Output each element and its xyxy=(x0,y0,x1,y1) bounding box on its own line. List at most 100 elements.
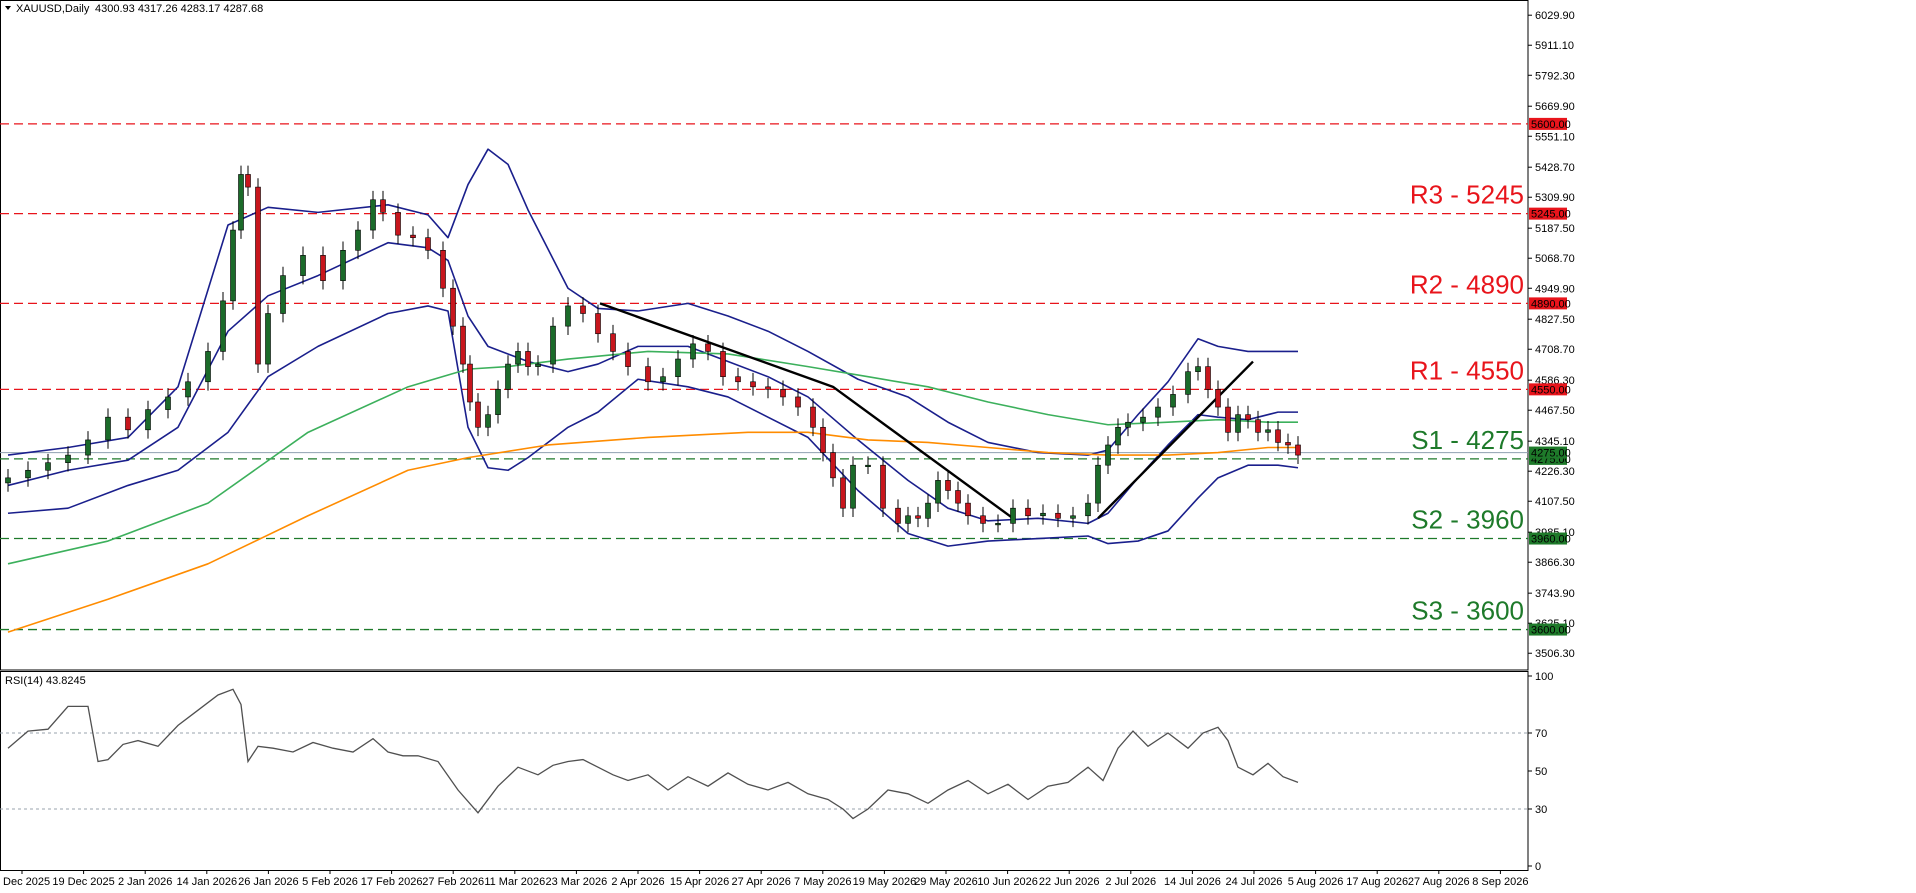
date-tick-label: 11 Mar 2026 xyxy=(484,876,545,888)
candle-body xyxy=(735,376,741,383)
candle-body xyxy=(1085,502,1091,517)
price-tick-label: 4467.50 xyxy=(1535,405,1575,417)
rsi-tick-label: 50 xyxy=(1535,766,1547,778)
candle-body xyxy=(205,351,211,383)
candle-body xyxy=(85,439,91,456)
price-tick-label: 4708.70 xyxy=(1535,344,1575,356)
level-label-r1: R1 - 4550 xyxy=(1410,355,1524,385)
rsi-tick-label: 0 xyxy=(1535,861,1541,873)
candle-body xyxy=(1235,414,1241,433)
date-tick-label: 15 Apr 2026 xyxy=(670,876,729,888)
close-tag xyxy=(1529,446,1567,459)
price-tick-label: 5187.50 xyxy=(1535,223,1575,235)
candle-body xyxy=(410,234,416,238)
price-tick-label: 3866.30 xyxy=(1535,557,1575,569)
candle-body xyxy=(185,381,191,398)
price-tick-label: 3743.90 xyxy=(1535,588,1575,600)
rsi-pane-frame xyxy=(0,671,1529,871)
candle-body xyxy=(1215,389,1221,408)
price-tick-label: 5669.90 xyxy=(1535,101,1575,113)
level-tag-text: 5600.00 xyxy=(1531,119,1571,131)
date-tick-label: 14 Jul 2026 xyxy=(1164,876,1221,888)
level-tag-r2 xyxy=(1529,297,1567,310)
rsi-header: RSI(14) 43.8245 xyxy=(5,675,86,687)
candle-body xyxy=(467,363,473,403)
date-tick-label: 29 May 2026 xyxy=(914,876,978,888)
date-tick-label: 27 Apr 2026 xyxy=(732,876,791,888)
candle-body xyxy=(720,351,726,378)
candle-body xyxy=(1155,406,1161,418)
candle-body xyxy=(820,426,826,453)
candle-body xyxy=(1225,406,1231,433)
candle-body xyxy=(780,389,786,398)
level-tag-s2 xyxy=(1529,532,1567,545)
candle-body xyxy=(370,199,376,231)
candle-body xyxy=(280,275,286,314)
date-tick-label: 19 May 2026 xyxy=(853,876,917,888)
candle-body xyxy=(1170,394,1176,408)
candle-body xyxy=(810,406,816,428)
candle-body xyxy=(220,300,226,352)
date-tick-label: 2 Jul 2026 xyxy=(1105,876,1156,888)
candle-body xyxy=(1245,414,1251,420)
candle-body xyxy=(495,389,501,415)
candle-body xyxy=(1125,421,1131,428)
candle-body xyxy=(840,477,846,509)
date-tick-label: 23 Mar 2026 xyxy=(546,876,608,888)
candle-body xyxy=(1285,442,1291,446)
candle-body xyxy=(380,199,386,213)
candle-body xyxy=(565,305,571,327)
candle-body xyxy=(905,515,911,524)
level-tag-s3 xyxy=(1529,623,1567,636)
level-label-s3: S3 - 3600 xyxy=(1411,596,1524,626)
date-tick-label: 8 Sep 2026 xyxy=(1472,876,1528,888)
candle-body xyxy=(515,351,521,365)
candle-body xyxy=(300,255,306,276)
candle-body xyxy=(750,381,756,388)
rsi-tick-label: 100 xyxy=(1535,671,1553,683)
series-downtrend xyxy=(599,302,1014,520)
rsi-line xyxy=(7,688,1299,820)
candle-body xyxy=(935,480,941,504)
candle-body xyxy=(795,396,801,408)
candle-body xyxy=(675,358,681,378)
date-tick-label: 24 Jul 2026 xyxy=(1226,876,1283,888)
candle-body xyxy=(145,409,151,431)
candle-body xyxy=(105,416,111,441)
date-tick-label: 9 Dec 2025 xyxy=(0,876,50,888)
candle-body xyxy=(265,313,271,365)
candle-body xyxy=(830,452,836,479)
level-tag-5600 xyxy=(1529,117,1567,130)
price-tick-label: 5911.10 xyxy=(1535,40,1574,52)
price-tick-label: 4949.90 xyxy=(1535,283,1575,295)
price-tick-label: 3506.30 xyxy=(1535,648,1575,660)
candle-body xyxy=(165,396,171,410)
candle-body xyxy=(535,363,541,367)
candle-body xyxy=(995,523,1001,526)
candle-body xyxy=(980,515,986,524)
price-tick-label: 4345.10 xyxy=(1535,436,1575,448)
candle-body xyxy=(65,454,71,463)
candle-body xyxy=(45,462,51,471)
candle-body xyxy=(245,174,251,188)
candle-body xyxy=(1140,416,1146,423)
candle-body xyxy=(610,333,616,352)
candle-body xyxy=(550,325,556,365)
candle-body xyxy=(595,313,601,335)
candle-body xyxy=(645,366,651,383)
symbol-label: XAUUSD,Daily xyxy=(16,3,90,15)
candle-body xyxy=(355,229,361,251)
date-tick-label: 27 Feb 2026 xyxy=(422,876,484,888)
candle-body xyxy=(1195,366,1201,372)
series-lower-band xyxy=(7,305,1299,547)
candle-body xyxy=(690,343,696,360)
date-tick-label: 17 Feb 2026 xyxy=(361,876,423,888)
candle-body xyxy=(1265,429,1271,433)
candle-body xyxy=(1025,507,1031,517)
candle-body xyxy=(965,502,971,517)
date-tick-label: 2 Jan 2026 xyxy=(118,876,172,888)
level-label-s1: S1 - 4275 xyxy=(1411,425,1524,455)
price-tick-label: 5551.10 xyxy=(1535,131,1575,143)
candle-body xyxy=(238,174,244,231)
candle-body xyxy=(1255,419,1261,433)
